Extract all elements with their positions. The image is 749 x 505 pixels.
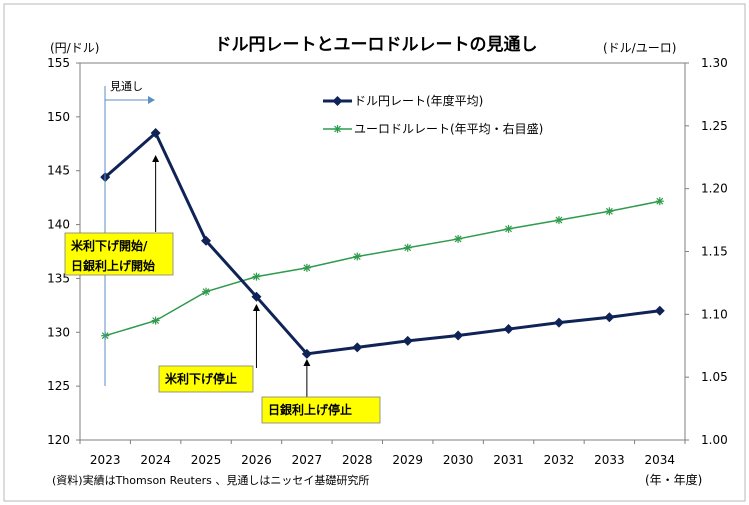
x-tick-label: 2034	[645, 453, 676, 467]
legend-eurusd-marker	[333, 125, 342, 133]
x-tick-label: 2025	[191, 453, 222, 467]
right-tick-label: 1.00	[701, 433, 728, 447]
axes-group: 120 125 130 135 140 145 150 155 1.00 1.05 1.10 1.15…	[47, 56, 728, 467]
forecast-arrow-head	[148, 96, 155, 104]
chart-title: ドル円レートとユーロドルレートの見通し	[215, 35, 538, 55]
legend: ドル円レート(年度平均) ユーロドルレート(年平均・右目盛)	[323, 93, 543, 136]
eurusd-point	[302, 263, 311, 272]
series-line-usdjpy	[104, 130, 660, 356]
left-axis-unit-label: (円/ドル)	[50, 41, 99, 55]
usdjpy-point	[604, 312, 615, 323]
legend-usdjpy-marker	[332, 96, 343, 106]
forecast-label: 見通し	[110, 80, 143, 93]
source-note: (資料)実績はThomson Reuters 、見通しはニッセイ基礎研究所	[52, 473, 369, 487]
annotation-boj-hike-stop-text: 日銀利上げ停止	[268, 402, 352, 417]
usdjpy-point	[402, 335, 413, 346]
usdjpy-point	[352, 342, 363, 353]
left-tick-label: 145	[47, 164, 70, 178]
annotation-us-cut-stop-text: 米利下げ停止	[165, 371, 237, 386]
right-tick-label: 1.10	[701, 307, 728, 321]
x-tick-label: 2023	[90, 453, 121, 467]
x-tick-label: 2024	[140, 453, 171, 467]
annotation-rate-cut-start-text: 米利下げ開始/	[71, 238, 148, 253]
x-axis-unit-label: (年・年度)	[645, 472, 702, 487]
usdjpy-point	[301, 348, 312, 359]
left-tick-label: 130	[47, 325, 70, 339]
right-tick-label: 1.20	[701, 182, 728, 196]
eurusd-point	[454, 234, 463, 243]
chart-frame	[3, 3, 746, 502]
eurusd-point	[252, 272, 261, 281]
x-tick-label: 2027	[292, 453, 323, 467]
eurusd-point	[554, 216, 563, 225]
series-line-eurusd	[104, 200, 660, 337]
eurusd-point	[655, 197, 664, 206]
left-tick-label: 150	[47, 110, 70, 124]
eurusd-point	[605, 207, 614, 216]
x-tick-label: 2033	[594, 453, 625, 467]
annotation-rate-cut-start-box	[64, 232, 174, 276]
annotation-us-cut-stop-box	[158, 365, 254, 393]
eurusd-point	[504, 224, 513, 233]
arrow-boj-hike-stop-head	[303, 359, 311, 366]
arrow-us-cut-stop-head	[252, 304, 260, 311]
x-tick-label: 2032	[544, 453, 575, 467]
eurusd-point	[151, 316, 160, 325]
left-tick-label: 125	[47, 379, 70, 393]
annotation-rate-cut-start-text: 日銀利上げ開始	[71, 258, 155, 273]
usdjpy-point	[453, 330, 464, 341]
usdjpy-point	[251, 291, 262, 302]
right-axis-unit-label: (ドル/ユーロ)	[603, 41, 676, 55]
eurusd-point	[353, 252, 362, 261]
right-tick-label: 1.05	[701, 370, 728, 384]
usdjpy-point	[654, 305, 665, 316]
x-tick-label: 2028	[342, 453, 373, 467]
arrow-rate-cut-start-head	[152, 155, 160, 162]
legend-eurusd-label: ユーロドルレート(年平均・右目盛)	[354, 121, 543, 136]
x-tick-label: 2026	[241, 453, 272, 467]
usdjpy-point	[201, 235, 212, 246]
right-tick-label: 1.15	[701, 245, 728, 259]
eurusd-point	[403, 243, 412, 252]
annotation-boj-hike-stop-box	[261, 396, 381, 424]
series-layer	[100, 128, 665, 359]
x-tick-label: 2031	[493, 453, 524, 467]
left-tick-label: 135	[47, 271, 70, 285]
x-tick-label: 2029	[392, 453, 423, 467]
x-tick-label: 2030	[443, 453, 474, 467]
legend-usdjpy-label: ドル円レート(年度平均)	[354, 93, 483, 108]
left-tick-label: 140	[47, 218, 70, 232]
usdjpy-point	[150, 128, 161, 139]
usdjpy-point	[553, 317, 564, 328]
right-tick-label: 1.30	[701, 56, 728, 70]
eurusd-point	[202, 287, 211, 296]
left-tick-label: 120	[47, 433, 70, 447]
usdjpy-point	[503, 324, 514, 335]
right-tick-label: 1.25	[701, 119, 728, 133]
left-tick-label: 155	[47, 56, 70, 70]
